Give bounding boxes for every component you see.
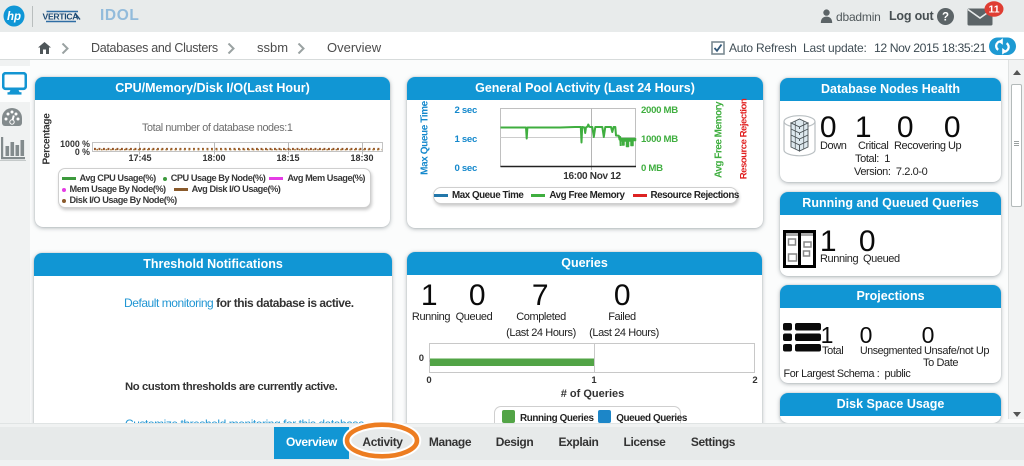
- svg-text:?: ?: [942, 12, 949, 24]
- svg-text:VERTICA: VERTICA: [43, 12, 79, 22]
- svg-text:hp: hp: [7, 11, 21, 23]
- svg-text:11: 11: [988, 4, 999, 16]
